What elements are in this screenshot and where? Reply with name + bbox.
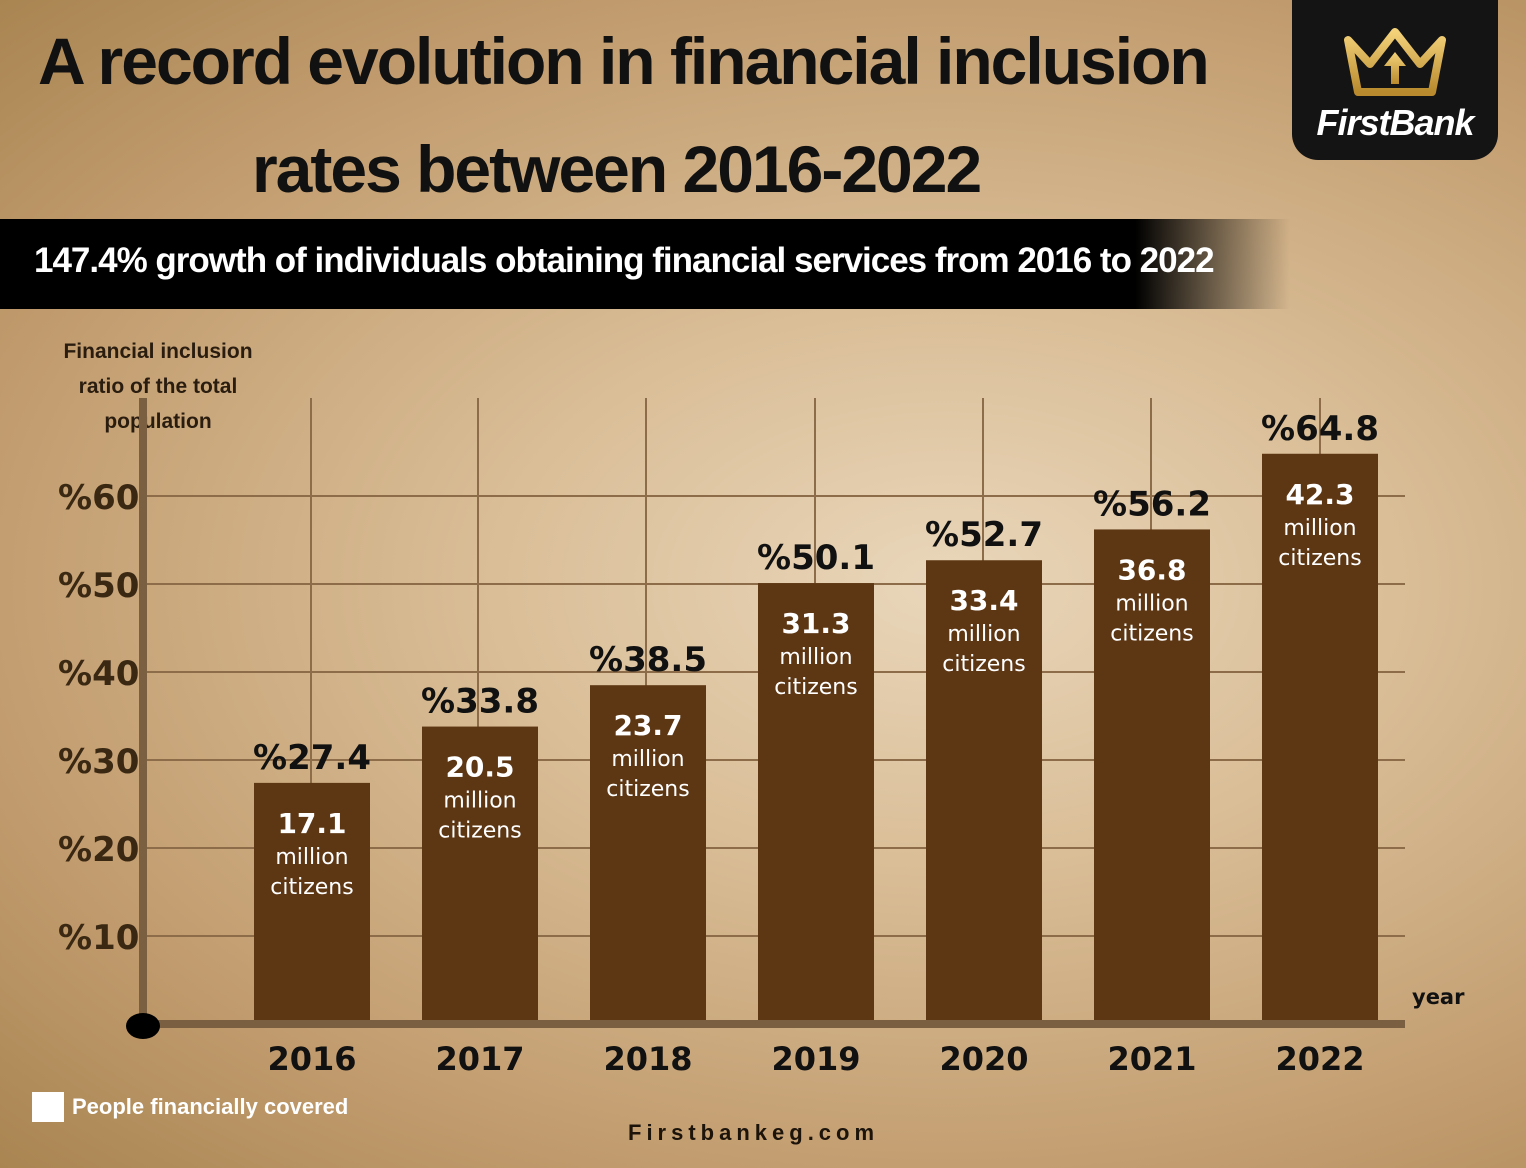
bar-citizens-word: citizens [942, 652, 1025, 677]
firstbank-logo[interactable]: FirstBank [1292, 0, 1498, 160]
bar-value-label: %33.8 [421, 682, 539, 722]
bar [590, 685, 706, 1024]
bar [1262, 453, 1378, 1024]
bar-citizens-word: citizens [606, 777, 689, 802]
y-tick-label: %60 [58, 478, 139, 518]
bar-value-label: %64.8 [1261, 409, 1379, 449]
bar-citizens-unit: million [611, 747, 684, 772]
y-tick-label: %30 [58, 742, 139, 782]
bar-value-label: %52.7 [925, 515, 1043, 555]
bar-citizens-word: citizens [438, 819, 521, 844]
bar-citizens-unit: million [1115, 591, 1188, 616]
bars-layer: %27.4 17.1 million citizens 2016 %33.8 20.5 mil… [253, 409, 1379, 1078]
bar-citizens-count: 33.4 [949, 584, 1018, 617]
bar-citizens-unit: million [1283, 516, 1356, 541]
bar-citizens-unit: million [947, 622, 1020, 647]
x-tick-label: 2017 [435, 1040, 524, 1078]
bar-citizens-count: 17.1 [277, 807, 346, 840]
y-tick-label: %20 [58, 830, 139, 870]
banner-text: 147.4% growth of individuals obtaining f… [34, 241, 1215, 280]
chart-title-line1: A record evolution in financial inclusio… [38, 24, 1210, 98]
bar-value-label: %56.2 [1093, 484, 1211, 524]
bar-citizens-unit: million [443, 789, 516, 814]
bar [1094, 529, 1210, 1024]
legend-swatch [32, 1092, 64, 1122]
bar-citizens-word: citizens [774, 675, 857, 700]
x-tick-label: 2018 [603, 1040, 692, 1078]
bar-citizens-word: citizens [270, 875, 353, 900]
bar-citizens-count: 36.8 [1117, 553, 1186, 586]
bar-citizens-word: citizens [1278, 546, 1361, 571]
y-axis-title: Financial inclusion ratio of the total p… [63, 340, 253, 433]
bar-citizens-count: 42.3 [1285, 478, 1354, 511]
x-tick-label: 2016 [267, 1040, 356, 1078]
legend-label: People financially covered [72, 1094, 349, 1119]
bar-citizens-word: citizens [1110, 621, 1193, 646]
x-tick-label: 2022 [1275, 1040, 1364, 1078]
chart-title-line2: rates between 2016-2022 [252, 132, 982, 206]
bar [758, 583, 874, 1024]
crown-icon [1344, 28, 1446, 96]
logo-wordmark: FirstBank [1316, 102, 1474, 143]
axis-layer: year [126, 398, 1465, 1039]
bar-citizens-count: 31.3 [781, 607, 850, 640]
bar-citizens-count: 23.7 [613, 709, 682, 742]
bar-citizens-count: 20.5 [445, 751, 514, 784]
footer-url[interactable]: Firstbankeg.com [628, 1120, 880, 1145]
growth-banner: 147.4% growth of individuals obtaining f… [0, 219, 1290, 309]
axis-origin-dot [126, 1013, 160, 1039]
y-tick-label: %10 [58, 918, 139, 958]
bar-value-label: %50.1 [757, 538, 875, 578]
x-tick-label: 2020 [939, 1040, 1028, 1078]
bar-value-label: %38.5 [589, 640, 707, 680]
bar-value-label: %27.4 [253, 738, 371, 778]
y-tick-label: %40 [58, 654, 139, 694]
bar [926, 560, 1042, 1024]
y-tick-label: %50 [58, 566, 139, 606]
bar-citizens-unit: million [275, 845, 348, 870]
x-tick-label: 2019 [771, 1040, 860, 1078]
bar-citizens-unit: million [779, 645, 852, 670]
x-tick-label: 2021 [1107, 1040, 1196, 1078]
x-axis-title: year [1412, 985, 1465, 1009]
bar [422, 726, 538, 1024]
bar [254, 782, 370, 1024]
